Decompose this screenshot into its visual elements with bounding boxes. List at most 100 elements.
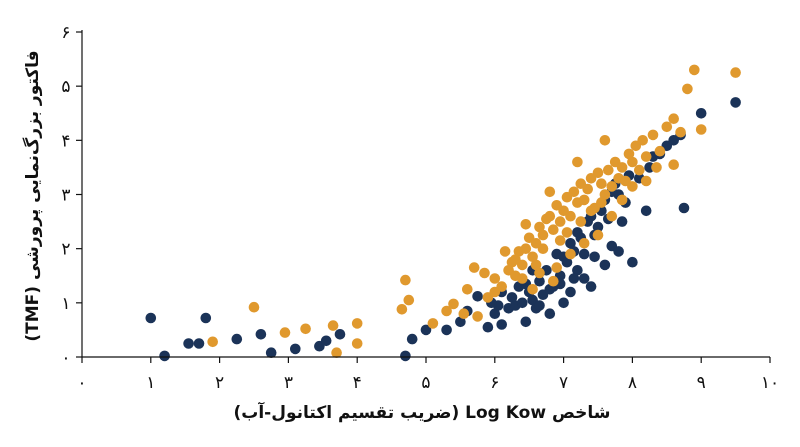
data-point-navy [255, 329, 267, 340]
y-tick-label: ۰ [61, 348, 70, 368]
data-point-orange [331, 347, 342, 359]
data-point-orange [427, 318, 439, 329]
y-axis-title: فاکتور بزرگ‌نمایی پرورشی (TMF) [23, 50, 43, 341]
y-tick-label: ۳ [61, 186, 70, 206]
data-point-navy [534, 275, 545, 287]
x-axis-title: شاخص Log Kow (ضریب تقسیم اکتانول-آب) [234, 401, 611, 423]
data-point-orange [403, 294, 415, 306]
data-point-orange [603, 164, 614, 176]
data-point-orange [627, 181, 638, 192]
data-point-navy [585, 281, 597, 292]
data-point-navy [400, 350, 411, 362]
data-point-orange [599, 135, 611, 146]
x-tick-label: ۱۰ [761, 373, 779, 393]
data-point-navy [589, 251, 600, 263]
x-tick-label: ۰ [77, 373, 86, 393]
data-point-orange [554, 216, 566, 227]
y-tick-label: ۲ [61, 240, 70, 260]
data-point-orange [599, 189, 611, 200]
data-point-orange [606, 210, 618, 222]
data-point-orange [578, 194, 590, 206]
data-point-navy [489, 308, 501, 320]
data-point-navy [200, 312, 212, 324]
data-point-orange [548, 275, 559, 287]
data-point-navy [730, 97, 741, 108]
data-point-orange [551, 262, 562, 273]
data-point-orange [479, 267, 490, 279]
data-point-orange [668, 159, 679, 170]
data-point-orange [572, 156, 583, 168]
data-point-orange [623, 148, 635, 160]
data-point-navy [231, 333, 243, 345]
data-point-orange [554, 235, 566, 246]
x-tick-label: ۱ [146, 373, 155, 393]
data-point-navy [193, 338, 205, 349]
data-point-orange [520, 219, 532, 230]
data-point-navy [572, 265, 583, 276]
data-point-navy [496, 319, 508, 330]
points-layer [145, 64, 741, 362]
data-point-orange [537, 243, 549, 254]
data-point-orange [351, 318, 363, 329]
x-tick-label: ۷ [559, 373, 568, 393]
data-point-orange [561, 227, 573, 238]
data-point-orange [448, 298, 459, 310]
data-point-navy [578, 273, 590, 284]
data-point-orange [647, 129, 659, 141]
data-point-orange [458, 308, 470, 320]
data-point-orange [616, 162, 628, 173]
data-point-orange [592, 167, 604, 179]
data-point-orange [565, 248, 576, 260]
data-point-orange [634, 164, 645, 176]
data-point-navy [534, 300, 545, 311]
data-point-orange [300, 323, 311, 335]
data-point-orange [661, 121, 673, 133]
data-point-orange [396, 304, 408, 315]
data-point-orange [548, 224, 559, 235]
data-point-orange [527, 251, 538, 263]
data-point-orange [616, 194, 628, 206]
data-point-navy [616, 216, 628, 227]
y-tick-label: ۵ [61, 77, 70, 97]
data-point-orange [596, 178, 607, 189]
x-tick-label: ۵ [421, 373, 430, 393]
data-point-orange [582, 183, 593, 195]
data-point-orange [637, 135, 648, 146]
data-point-orange [578, 238, 590, 249]
data-point-orange [351, 338, 363, 349]
data-point-orange [327, 320, 339, 331]
data-point-orange [468, 262, 480, 273]
data-point-navy [568, 273, 580, 284]
x-tick-label: ۲ [215, 373, 224, 393]
data-point-navy [506, 292, 518, 303]
data-point-navy [627, 256, 638, 268]
x-tick-label: ۹ [697, 373, 706, 393]
axes-layer: ۰ ۱ ۲ ۳ ۴ ۵ ۶ ۷ ۸ ۹ ۱۰ ۰ ۱ ۲ ۳ ۴ ۵ ۶ [61, 23, 779, 393]
data-point-orange [730, 67, 741, 78]
data-point-orange [537, 229, 549, 241]
data-point-orange [520, 243, 532, 254]
data-point-navy [420, 324, 432, 336]
data-point-orange [596, 197, 607, 208]
data-point-navy [578, 248, 590, 260]
data-point-orange [544, 186, 556, 198]
data-point-orange [472, 311, 483, 322]
data-point-navy [334, 329, 346, 340]
data-point-navy [517, 297, 528, 309]
data-point-navy [520, 316, 532, 328]
data-point-navy [145, 312, 157, 324]
data-point-navy [406, 333, 418, 345]
data-point-orange [279, 327, 291, 338]
data-point-navy [565, 238, 576, 249]
data-point-navy [544, 308, 556, 320]
data-point-orange [441, 305, 452, 317]
data-point-orange [530, 259, 542, 271]
data-point-orange [462, 284, 473, 295]
data-point-navy [441, 324, 452, 336]
data-point-navy [455, 316, 466, 328]
data-point-navy [592, 221, 604, 233]
y-tick-label: ۶ [61, 23, 70, 43]
data-point-orange [654, 145, 666, 157]
data-point-orange [627, 156, 638, 168]
